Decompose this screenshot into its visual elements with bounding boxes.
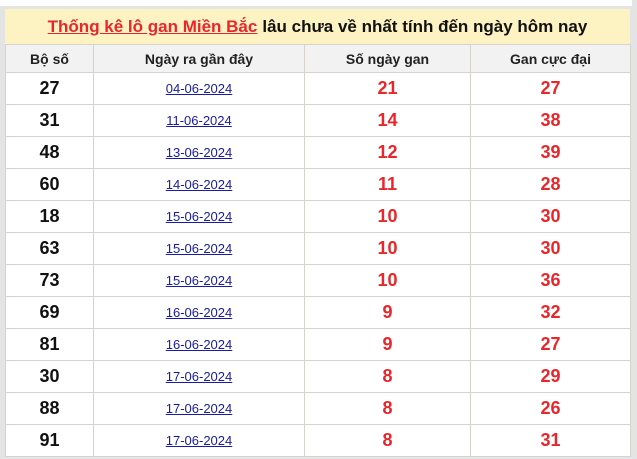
top-strip — [0, 0, 632, 6]
gan-cuc-dai-cell: 26 — [470, 392, 631, 425]
date-link[interactable]: 11-06-2024 — [166, 112, 232, 128]
table-row: 27 04-06-2024 21 27 — [5, 72, 631, 105]
header-row: Bộ số Ngày ra gần đây Số ngày gan Gan cự… — [5, 44, 631, 73]
date-link[interactable]: 15-06-2024 — [165, 272, 233, 288]
so-ngay-gan-cell: 8 — [304, 424, 471, 457]
date-cell: 17-06-2024 — [93, 424, 305, 457]
date-link[interactable]: 13-06-2024 — [165, 144, 233, 160]
bo-so-cell: 48 — [5, 136, 94, 169]
table-row: 69 16-06-2024 9 32 — [5, 296, 631, 329]
lo-gan-panel: Thống kê lô gan Miền Bắc lâu chưa về nhấ… — [5, 9, 631, 457]
bo-so-cell: 69 — [5, 296, 94, 329]
so-ngay-gan-cell: 9 — [304, 328, 471, 361]
so-ngay-gan-cell: 10 — [304, 264, 471, 297]
date-cell: 04-06-2024 — [93, 72, 305, 105]
date-link[interactable]: 04-06-2024 — [165, 80, 233, 96]
header-so-ngay-gan: Số ngày gan — [304, 44, 471, 73]
bo-so-cell: 88 — [5, 392, 94, 425]
header-bo-so: Bộ số — [5, 44, 94, 73]
bo-so-cell: 81 — [5, 328, 94, 361]
gan-cuc-dai-cell: 39 — [470, 136, 631, 169]
bo-so-cell: 60 — [5, 168, 94, 201]
gan-cuc-dai-cell: 28 — [470, 168, 631, 201]
date-link[interactable]: 14-06-2024 — [165, 176, 233, 192]
date-cell: 14-06-2024 — [93, 168, 305, 201]
date-link[interactable]: 16-06-2024 — [165, 336, 233, 352]
so-ngay-gan-cell: 8 — [304, 392, 471, 425]
date-cell: 11-06-2024 — [93, 104, 305, 137]
date-cell: 15-06-2024 — [93, 232, 305, 265]
table-row: 60 14-06-2024 11 28 — [5, 168, 631, 201]
date-cell: 16-06-2024 — [93, 328, 305, 361]
header-ngay-ra: Ngày ra gần đây — [93, 44, 305, 73]
date-cell: 16-06-2024 — [93, 296, 305, 329]
title-link[interactable]: Thống kê lô gan Miền Bắc — [47, 16, 258, 36]
bo-so-cell: 73 — [5, 264, 94, 297]
date-cell: 17-06-2024 — [93, 360, 305, 393]
gan-cuc-dai-cell: 27 — [470, 72, 631, 105]
gan-cuc-dai-cell: 31 — [470, 424, 631, 457]
bo-so-cell: 18 — [5, 200, 94, 233]
so-ngay-gan-cell: 14 — [304, 104, 471, 137]
date-cell: 15-06-2024 — [93, 200, 305, 233]
date-cell: 15-06-2024 — [93, 264, 305, 297]
date-cell: 17-06-2024 — [93, 392, 305, 425]
so-ngay-gan-cell: 8 — [304, 360, 471, 393]
date-link[interactable]: 15-06-2024 — [165, 240, 233, 256]
header-gan-cuc-dai: Gan cực đại — [470, 44, 631, 73]
date-link[interactable]: 17-06-2024 — [165, 432, 233, 448]
bo-so-cell: 27 — [5, 72, 94, 105]
so-ngay-gan-cell: 9 — [304, 296, 471, 329]
table-row: 81 16-06-2024 9 27 — [5, 328, 631, 361]
bo-so-cell: 31 — [5, 104, 94, 137]
so-ngay-gan-cell: 11 — [304, 168, 471, 201]
table-row: 63 15-06-2024 10 30 — [5, 232, 631, 265]
panel-title: Thống kê lô gan Miền Bắc lâu chưa về nhấ… — [5, 9, 630, 44]
gan-cuc-dai-cell: 36 — [470, 264, 631, 297]
date-link[interactable]: 16-06-2024 — [165, 304, 233, 320]
table-row: 30 17-06-2024 8 29 — [5, 360, 631, 393]
bo-so-cell: 91 — [5, 424, 94, 457]
date-link[interactable]: 17-06-2024 — [165, 400, 233, 416]
table-row: 18 15-06-2024 10 30 — [5, 200, 631, 233]
date-link[interactable]: 17-06-2024 — [165, 368, 233, 384]
bo-so-cell: 30 — [5, 360, 94, 393]
gan-cuc-dai-cell: 30 — [470, 232, 631, 265]
table-row: 88 17-06-2024 8 26 — [5, 392, 631, 425]
so-ngay-gan-cell: 21 — [304, 72, 471, 105]
gan-cuc-dai-cell: 29 — [470, 360, 631, 393]
bo-so-cell: 63 — [5, 232, 94, 265]
gan-cuc-dai-cell: 32 — [470, 296, 631, 329]
so-ngay-gan-cell: 10 — [304, 232, 471, 265]
table-row: 48 13-06-2024 12 39 — [5, 136, 631, 169]
so-ngay-gan-cell: 12 — [304, 136, 471, 169]
gan-cuc-dai-cell: 30 — [470, 200, 631, 233]
table-row: 73 15-06-2024 10 36 — [5, 264, 631, 297]
so-ngay-gan-cell: 10 — [304, 200, 471, 233]
title-text: lâu chưa về nhất tính đến ngày hôm nay — [262, 16, 588, 36]
gan-cuc-dai-cell: 38 — [470, 104, 631, 137]
table-row: 31 11-06-2024 14 38 — [5, 104, 631, 137]
date-cell: 13-06-2024 — [93, 136, 305, 169]
gan-cuc-dai-cell: 27 — [470, 328, 631, 361]
lo-gan-table: Bộ số Ngày ra gần đây Số ngày gan Gan cự… — [5, 44, 631, 457]
table-row: 91 17-06-2024 8 31 — [5, 424, 631, 457]
date-link[interactable]: 15-06-2024 — [165, 208, 233, 224]
